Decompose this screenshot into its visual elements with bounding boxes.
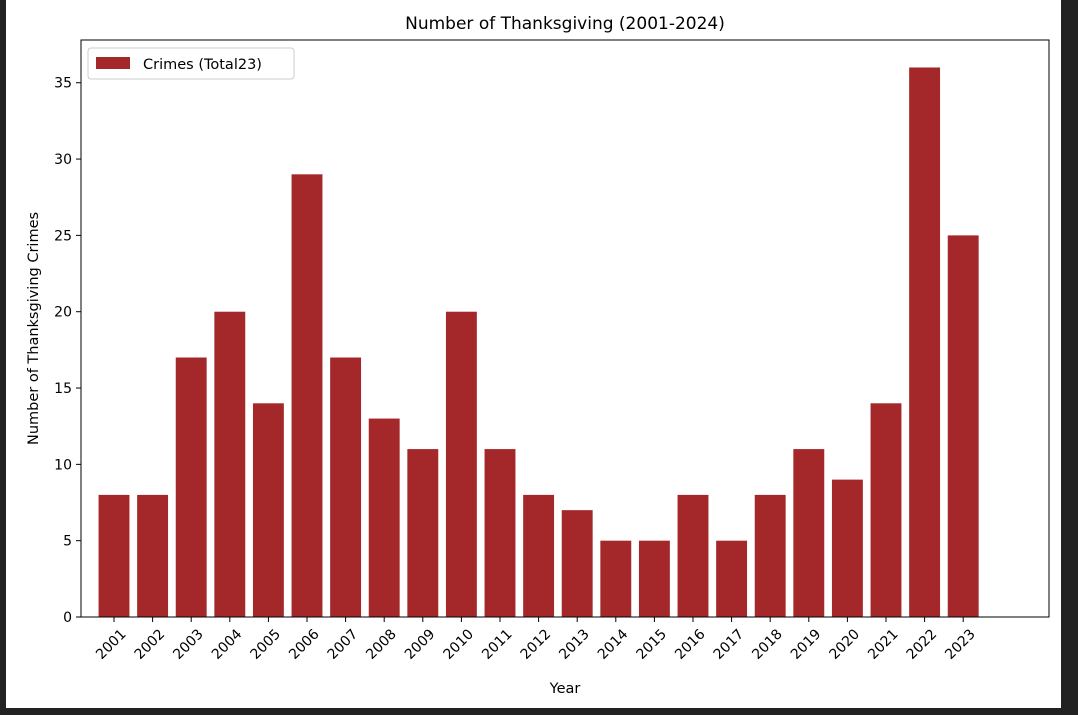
- bar-2004: [214, 311, 246, 617]
- y-tick-label: 20: [54, 305, 72, 321]
- x-tick-label: 2016: [672, 626, 709, 663]
- y-tick-label: 10: [54, 457, 72, 473]
- x-axis-label: Year: [549, 681, 581, 697]
- x-tick-label: 2021: [865, 626, 902, 663]
- y-axis-ticks: 0 5 10 15 20 25 30 35: [54, 76, 81, 626]
- legend: Crimes (Total23): [87, 47, 295, 80]
- bar-2011: [484, 449, 516, 617]
- chart-figure: Number of Thanksgiving (2001-2024) 0 5 10 1…: [6, 0, 1061, 708]
- bar-2013: [561, 510, 593, 617]
- x-tick-label: 2017: [711, 626, 748, 663]
- x-tick-label: 2007: [325, 626, 362, 663]
- bar-2002: [137, 494, 169, 617]
- bar-2001: [98, 494, 130, 617]
- x-tick-label: 2015: [633, 626, 670, 663]
- chart-title: Number of Thanksgiving (2001-2024): [405, 14, 725, 34]
- x-tick-label: 2023: [942, 626, 979, 663]
- legend-box: [87, 47, 295, 80]
- bar-2005: [252, 403, 284, 617]
- bar-2015: [638, 540, 670, 617]
- bar-2007: [330, 357, 362, 617]
- x-tick-label: 2009: [402, 626, 439, 663]
- bar-2010: [445, 311, 477, 617]
- bar-2020: [831, 479, 863, 617]
- y-tick-label: 35: [54, 76, 72, 92]
- x-tick-label: 2019: [788, 626, 825, 663]
- bar-2012: [523, 494, 555, 617]
- y-tick-label: 25: [54, 228, 72, 244]
- x-tick-label: 2004: [209, 626, 246, 663]
- y-tick-label: 15: [54, 381, 72, 397]
- x-tick-label: 2012: [518, 626, 555, 663]
- x-tick-label: 2013: [556, 626, 593, 663]
- x-tick-label: 2022: [904, 626, 941, 663]
- x-tick-label: 2006: [286, 626, 323, 663]
- bar-2021: [870, 403, 902, 617]
- bar-2003: [175, 357, 207, 617]
- bar-2016: [677, 494, 709, 617]
- bar-chart: Number of Thanksgiving (2001-2024) 0 5 10 1…: [26, 14, 1050, 697]
- bar-2017: [716, 540, 748, 617]
- y-tick-label: 0: [63, 610, 72, 626]
- bar-2006: [291, 174, 323, 617]
- x-tick-label: 2003: [170, 626, 207, 663]
- bar-2018: [754, 494, 786, 617]
- y-tick-label: 5: [63, 534, 72, 550]
- x-tick-label: 2008: [363, 626, 400, 663]
- bars-group: [98, 67, 979, 618]
- x-tick-label: 2011: [479, 626, 516, 663]
- x-tick-label: 2020: [826, 626, 863, 663]
- x-tick-label: 2014: [595, 626, 632, 663]
- legend-label: Crimes (Total23): [143, 57, 262, 73]
- bar-2019: [793, 449, 825, 617]
- x-tick-label: 2018: [749, 626, 786, 663]
- bar-2022: [909, 67, 941, 618]
- x-tick-label: 2010: [440, 626, 477, 663]
- x-tick-label: 2005: [247, 626, 284, 663]
- x-tick-label: 2001: [93, 626, 130, 663]
- y-tick-label: 30: [54, 152, 72, 168]
- bar-2009: [407, 449, 439, 617]
- bar-2014: [600, 540, 632, 617]
- x-axis-ticks: 2001 2002 2003 2004 2005 2006 2007 2008 2009 2010…: [93, 617, 979, 663]
- bar-2023: [947, 235, 979, 617]
- plot-area-frame: [80, 39, 1050, 618]
- bar-2008: [368, 418, 400, 617]
- x-tick-label: 2002: [132, 626, 169, 663]
- y-axis-label: Number of Thanksgiving Crimes: [26, 212, 42, 445]
- legend-swatch: [96, 57, 130, 69]
